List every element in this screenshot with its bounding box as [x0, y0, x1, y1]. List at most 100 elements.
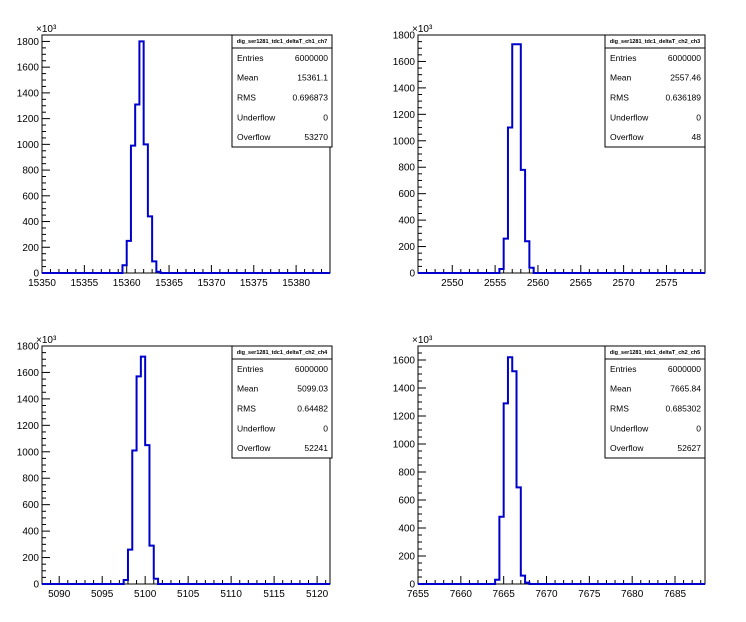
x-tick-label: 5105 [177, 589, 200, 600]
x-tick-label: 5110 [220, 589, 242, 600]
stats-value: 0.685302 [666, 404, 702, 414]
x-tick-label: 7665 [493, 589, 516, 600]
stats-label: RMS [237, 93, 256, 103]
stats-title: dig_ser1281_tdc1_deltaT_ch2_ch5 [610, 350, 701, 356]
x-tick-label: 15375 [240, 278, 268, 289]
stats-value: 53270 [304, 132, 328, 142]
y-tick-label: 1400 [393, 384, 416, 395]
y-exponent-label: ×10³ [412, 335, 433, 346]
stats-label: Mean [237, 73, 259, 83]
stats-value: 0 [696, 423, 701, 433]
x-tick-label: 2555 [484, 278, 507, 289]
stats-value: 6000000 [668, 364, 701, 374]
y-tick-label: 600 [22, 500, 39, 511]
y-tick-label: 400 [398, 216, 415, 227]
stats-label: Underflow [237, 423, 276, 433]
y-tick-label: 1400 [17, 394, 40, 405]
stats-box-frame [231, 34, 333, 148]
y-tick-label: 1200 [393, 110, 416, 121]
stats-label: Overflow [237, 132, 271, 142]
x-tick-label: 15370 [198, 278, 226, 289]
stats-value: 0 [323, 112, 328, 122]
stats-label: RMS [610, 93, 629, 103]
x-tick-label: 2560 [527, 278, 550, 289]
x-tick-label: 5100 [134, 589, 157, 600]
y-tick-label: 1400 [393, 83, 416, 94]
stats-value: 0 [696, 112, 701, 122]
stats-label: Entries [610, 53, 636, 63]
stats-label: Entries [237, 364, 263, 374]
y-tick-label: 1600 [393, 57, 416, 68]
y-tick-label: 1000 [17, 140, 40, 151]
stats-title: dig_ser1281_tdc1_deltaT_ch1_ch7 [237, 39, 328, 45]
stats-box-frame [604, 34, 706, 148]
y-tick-label: 200 [22, 243, 39, 254]
y-tick-label: 1000 [393, 136, 416, 147]
y-tick-label: 200 [398, 552, 415, 563]
y-tick-label: 600 [22, 191, 39, 202]
stats-box: dig_ser1281_tdc1_deltaT_ch2_ch4 Entries 60… [231, 345, 333, 459]
y-tick-label: 600 [398, 189, 415, 200]
y-tick-label: 0 [409, 269, 415, 280]
y-tick-label: 1800 [393, 31, 416, 42]
y-tick-label: 1000 [393, 440, 416, 451]
stats-value: 52241 [304, 443, 328, 453]
stats-value: 0 [323, 423, 328, 433]
stats-value: 48 [692, 132, 702, 142]
histogram-line [42, 40, 330, 274]
y-tick-label: 1200 [17, 421, 40, 432]
x-tick-label: 15355 [70, 278, 98, 289]
x-tick-label: 5095 [91, 589, 114, 600]
stats-label: Entries [237, 53, 263, 63]
stats-label: Underflow [237, 112, 276, 122]
x-tick-label: 2570 [612, 278, 635, 289]
stats-label: Underflow [610, 423, 649, 433]
y-tick-label: 600 [398, 496, 415, 507]
stats-box-frame [604, 345, 706, 459]
histogram-line [42, 355, 330, 585]
histogram-line [418, 356, 705, 585]
stats-label: Mean [610, 384, 632, 394]
x-tick-label: 7675 [578, 589, 601, 600]
x-tick-label: 5115 [263, 589, 285, 600]
y-exponent-label: ×10³ [412, 24, 433, 35]
x-tick-label: 7655 [407, 589, 430, 600]
stats-value: 6000000 [295, 53, 328, 63]
stats-value: 2557.46 [670, 73, 701, 83]
stats-value: 6000000 [295, 364, 328, 374]
stats-box-frame [231, 345, 333, 459]
stats-value: 5099.03 [297, 384, 328, 394]
stats-value: 7665.84 [670, 384, 701, 394]
y-tick-label: 1000 [17, 447, 40, 458]
stats-value: 0.64482 [297, 404, 328, 414]
x-tick-label: 2575 [655, 278, 678, 289]
x-tick-label: 5120 [306, 589, 329, 600]
y-tick-label: 800 [398, 163, 415, 174]
y-tick-label: 1800 [17, 342, 40, 353]
x-tick-label: 2565 [570, 278, 593, 289]
y-tick-label: 1600 [17, 63, 40, 74]
stats-box: dig_ser1281_tdc1_deltaT_ch2_ch3 Entries 60… [604, 34, 706, 148]
stats-label: Overflow [610, 132, 644, 142]
y-tick-label: 0 [33, 269, 39, 280]
histogram-line [418, 43, 705, 274]
stats-value: 52627 [677, 443, 701, 453]
stats-label: RMS [237, 404, 256, 414]
x-tick-label: 7685 [664, 589, 687, 600]
y-tick-label: 200 [398, 242, 415, 253]
x-tick-label: 15350 [28, 278, 56, 289]
stats-label: Underflow [610, 112, 649, 122]
x-tick-label: 7670 [535, 589, 558, 600]
y-tick-label: 800 [398, 468, 415, 479]
x-tick-label: 15360 [113, 278, 141, 289]
histogram-panel-2: 0 200 400 600 800 1000 1200 1400 1600 1800 2550 255… [393, 24, 706, 289]
y-exponent-label: ×10³ [36, 24, 57, 35]
stats-label: Entries [610, 364, 636, 374]
stats-label: Mean [610, 73, 632, 83]
stats-title: dig_ser1281_tdc1_deltaT_ch2_ch4 [237, 350, 328, 356]
stats-value: 0.636189 [666, 93, 702, 103]
histogram-panel-3: 0 200 400 600 800 1000 1200 1400 1600 1800 5090 509… [17, 335, 333, 600]
x-tick-label: 5090 [48, 589, 71, 600]
y-tick-label: 1200 [17, 114, 40, 125]
